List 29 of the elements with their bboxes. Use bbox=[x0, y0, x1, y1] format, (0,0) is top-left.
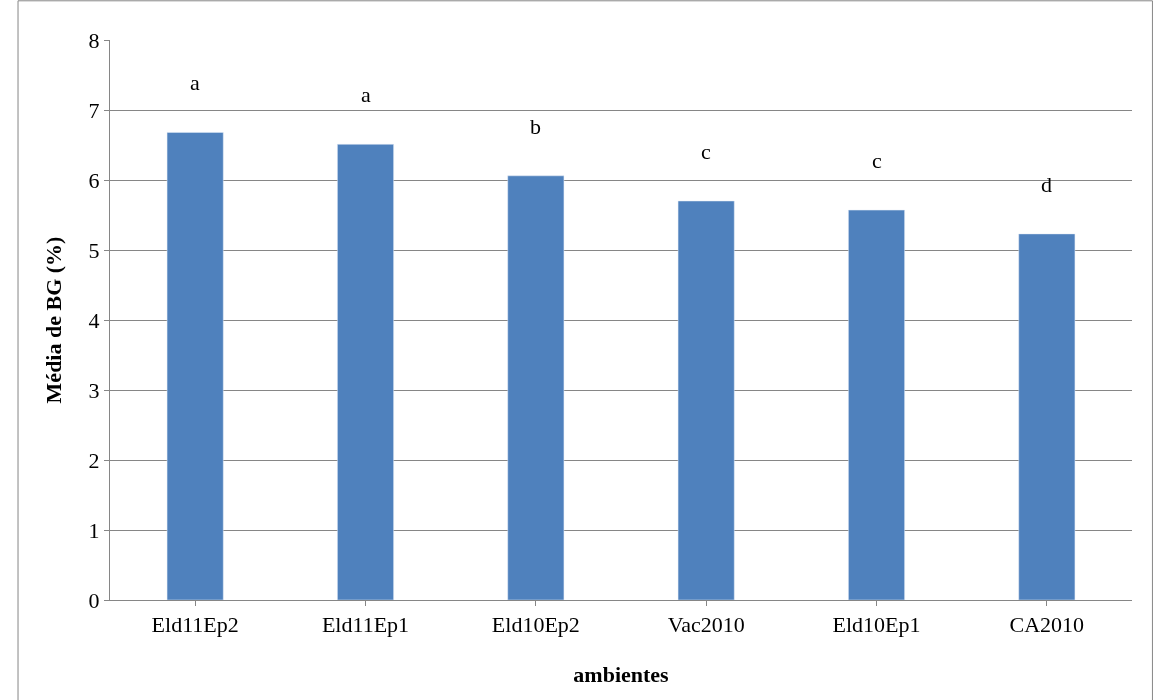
bar bbox=[677, 200, 735, 600]
y-tick-label: 1 bbox=[88, 517, 100, 543]
bar bbox=[337, 144, 394, 600]
y-tick-label: 8 bbox=[88, 27, 100, 53]
y-tick-label: 7 bbox=[88, 97, 100, 123]
x-axis-title: ambientes bbox=[573, 662, 670, 688]
annotation: d bbox=[1041, 172, 1052, 197]
y-tick-label: 4 bbox=[88, 307, 100, 333]
y-tick-label: 3 bbox=[88, 377, 100, 403]
bar bbox=[166, 132, 224, 600]
annotation: c bbox=[872, 148, 882, 173]
bar bbox=[507, 175, 565, 600]
bar bbox=[848, 209, 905, 600]
x-tick-label: Eld10Ep1 bbox=[832, 612, 921, 638]
y-tick-label: 5 bbox=[88, 237, 100, 263]
y-tick-label: 2 bbox=[88, 447, 100, 473]
annotation: b bbox=[530, 114, 541, 139]
y-tick-label: 0 bbox=[88, 587, 100, 613]
y-tick-label: 6 bbox=[88, 167, 100, 193]
annotation: a bbox=[361, 82, 371, 107]
bar bbox=[1018, 233, 1076, 600]
annotation: c bbox=[701, 139, 711, 164]
x-tick-label: Eld11Ep1 bbox=[321, 612, 410, 638]
y-axis-title: Média de BG (%) bbox=[41, 236, 67, 404]
annotation: a bbox=[190, 70, 200, 95]
x-tick-label: Vac2010 bbox=[667, 612, 745, 638]
x-tick-label: CA2010 bbox=[1009, 612, 1085, 638]
x-tick-label: Eld11Ep2 bbox=[151, 612, 239, 638]
x-tick-label: Eld10Ep2 bbox=[491, 612, 580, 638]
